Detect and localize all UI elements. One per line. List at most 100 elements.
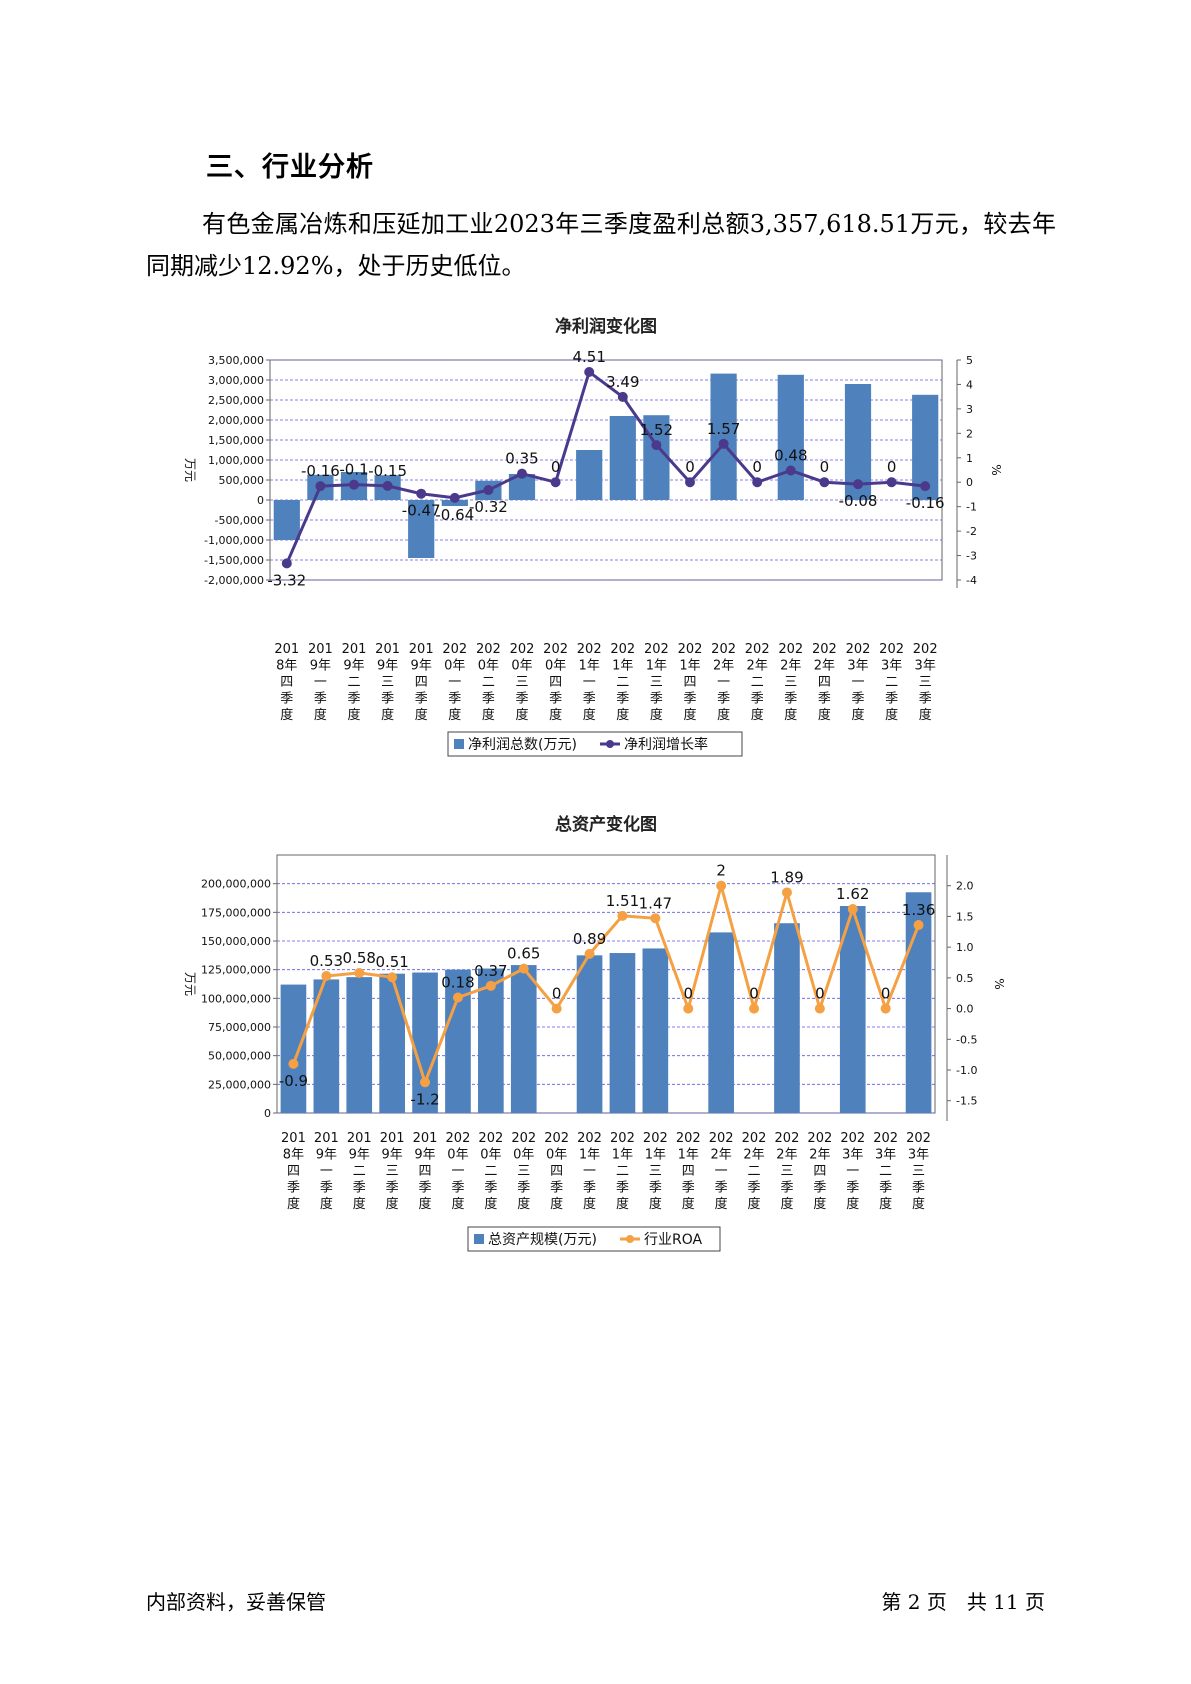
bar: [609, 953, 636, 1113]
x-tick-label-line: 度: [550, 1196, 563, 1212]
series-line: [285, 369, 926, 564]
x-tick-label-line: 三: [780, 1164, 793, 1179]
x-tick-label: 202 2年三季度: [778, 642, 803, 723]
x-tick-label: 202 2年四季度: [812, 642, 837, 723]
x-tick-label-line: 9年: [382, 1148, 403, 1163]
y2-tick-label: 4: [966, 378, 973, 391]
y-tick-label: 2,500,000: [208, 394, 264, 407]
y2-tick-label: 1.5: [956, 910, 974, 923]
data-label: 1.57: [707, 420, 740, 438]
x-tick-label-line: 9年: [310, 659, 331, 674]
x-tick-label-line: 季: [846, 1181, 859, 1196]
x-tick-label-line: 度: [818, 707, 831, 723]
x-tick-label-line: 1年: [612, 659, 633, 674]
chart-title: 总资产变化图: [555, 814, 657, 835]
y-tick-label: 150,000,000: [201, 935, 271, 948]
series-point: [749, 1003, 760, 1014]
x-tick-label-line: 202: [442, 642, 467, 657]
x-tick-label-line: 度: [386, 1196, 399, 1212]
x-tick-label-line: 季: [320, 1181, 333, 1196]
x-tick-label-line: 度: [748, 1196, 761, 1212]
x-tick-label-line: 三: [649, 1164, 662, 1179]
x-tick-label-line: 季: [748, 1181, 761, 1196]
x-tick-label-line: 四: [813, 1164, 826, 1179]
series-point: [650, 913, 661, 924]
series-point: [315, 481, 326, 492]
x-tick-label-line: 2年: [809, 1148, 830, 1163]
plot-area: [269, 359, 943, 581]
data-label: -0.1: [339, 461, 368, 479]
data-label: 4.51: [572, 348, 605, 366]
x-tick-label-line: 0年: [513, 1148, 534, 1163]
x-tick-label-line: 202: [643, 1131, 668, 1146]
x-tick-label-line: 201: [347, 1131, 372, 1146]
y2-tick-label: -2: [966, 525, 977, 538]
bar: [839, 906, 866, 1113]
x-tick-label-line: 3年: [842, 1148, 863, 1163]
x-tick-label-line: 四: [415, 675, 428, 690]
data-label: 0: [820, 458, 830, 476]
x-tick-label-line: 201: [413, 1131, 438, 1146]
y-tick-label: -1,500,000: [204, 554, 264, 567]
x-tick-label-line: 度: [347, 707, 360, 723]
x-tick-label-line: 202: [644, 642, 669, 657]
y-tick-label: 0: [257, 494, 264, 507]
x-tick-label-line: 202: [577, 1131, 602, 1146]
x-tick-label-line: 3年: [875, 1148, 896, 1163]
legend-bar-label: 净利润总数(万元): [468, 737, 577, 753]
y-tick-label: 0: [264, 1107, 271, 1120]
x-tick-label-line: 四: [818, 675, 831, 690]
x-tick-label-line: 四: [280, 675, 293, 690]
bar: [346, 977, 373, 1113]
section-heading: 三、行业分析: [206, 152, 374, 183]
x-tick-label-line: 8年: [276, 659, 297, 674]
x-tick-label: 202 3年二季度: [879, 642, 904, 723]
bar: [280, 984, 307, 1113]
series-point: [814, 1003, 825, 1014]
x-tick-label: 202 0年一季度: [442, 642, 467, 723]
x-tick-label-line: 季: [353, 1181, 366, 1196]
x-tick-label: 202 0年二季度: [476, 642, 501, 723]
x-tick-label-line: 202: [478, 1131, 503, 1146]
x-tick-label-line: 一: [583, 1164, 596, 1179]
x-tick-label-line: 度: [381, 707, 394, 723]
x-tick-label-line: 度: [683, 707, 696, 723]
x-tick-label-line: 季: [415, 692, 428, 707]
x-tick-label-line: 季: [386, 1181, 399, 1196]
x-tick-label-line: 季: [451, 1181, 464, 1196]
x-tick-label-line: 0年: [447, 1148, 468, 1163]
series-point: [683, 1003, 694, 1014]
x-tick-label-line: 度: [912, 1196, 925, 1212]
x-tick-label-line: 度: [879, 1196, 892, 1212]
x-tick-label-line: 202: [846, 642, 871, 657]
x-tick-label-line: 1年: [678, 1148, 699, 1163]
y-tick-label: -2,000,000: [204, 574, 264, 587]
x-tick-label-line: 度: [287, 1196, 300, 1212]
x-tick-label-line: 四: [683, 675, 696, 690]
data-label: 0.89: [573, 930, 606, 948]
x-tick-label-line: 二: [482, 675, 495, 690]
x-tick-label-line: 度: [919, 707, 932, 723]
series-point: [584, 366, 595, 377]
x-tick-label-line: 季: [280, 692, 293, 707]
bar: [576, 955, 603, 1113]
x-tick-label-line: 季: [650, 692, 663, 707]
series-point: [819, 477, 830, 488]
data-label: -0.9: [279, 1072, 308, 1090]
x-tick-label-line: 201: [281, 1131, 306, 1146]
bar: [710, 373, 737, 500]
x-tick-label: 201 8年四季度: [274, 642, 299, 723]
x-tick-label-line: 二: [347, 675, 360, 690]
data-label: 0.37: [474, 962, 507, 980]
y2-tick-label: -1.0: [956, 1064, 977, 1077]
series-point: [518, 963, 529, 974]
data-label: 0: [881, 985, 891, 1003]
x-tick-label-line: 四: [287, 1164, 300, 1179]
x-tick-label-line: 季: [616, 1181, 629, 1196]
x-tick-label: 202 0年四季度: [544, 1131, 569, 1212]
x-tick-label-line: 3年: [915, 659, 936, 674]
y-tick-label: -1,000,000: [204, 534, 264, 547]
x-tick-label: 202 2年三季度: [775, 1131, 800, 1212]
data-label: 0.51: [375, 953, 408, 971]
data-label: 0.18: [441, 974, 474, 992]
